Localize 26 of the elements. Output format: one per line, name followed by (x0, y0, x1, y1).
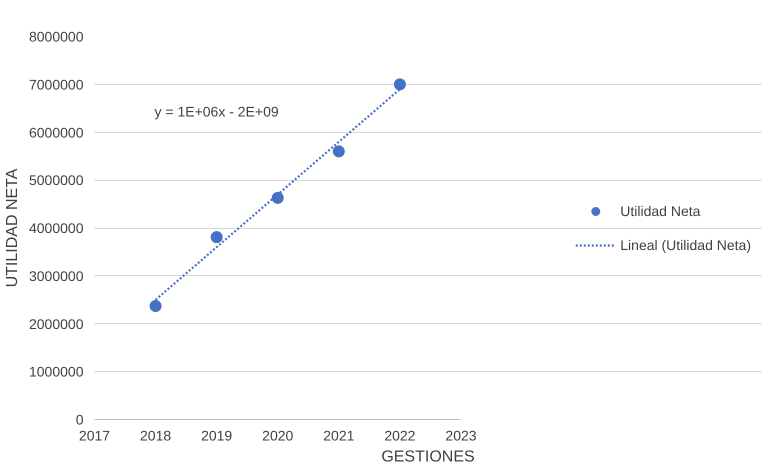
x-tick-label: 2023 (445, 428, 477, 444)
y-tick-label: 2000000 (28, 316, 84, 332)
y-tick-label: 1000000 (28, 364, 84, 380)
annotation: y = 1E+06x - 2E+09 (154, 104, 279, 120)
x-axis-title: GESTIONES (381, 448, 475, 466)
x-tick-label: 2021 (323, 428, 355, 444)
y-tick-label: 4000000 (28, 220, 84, 236)
x-tick-label: 2019 (201, 428, 232, 444)
x-tick-label: 2017 (78, 428, 110, 444)
point (150, 300, 162, 312)
point (210, 231, 223, 244)
y-tick-label: 0 (76, 412, 84, 428)
legend-label: Lineal (Utilidad Neta) (620, 236, 751, 252)
point (394, 78, 406, 90)
y-axis-title: UTILIDAD NETA (4, 168, 21, 288)
y-tick-label: 3000000 (28, 268, 84, 284)
x-tick-label: 2022 (384, 428, 416, 444)
y-tick-label: 8000000 (28, 28, 84, 44)
point (272, 192, 284, 204)
y-tick-label: 6000000 (28, 124, 84, 140)
legend-label: Utilidad Neta (620, 202, 700, 218)
x-tick-label: 2018 (140, 428, 172, 444)
y-tick-label: 7000000 (28, 76, 84, 92)
point (332, 145, 345, 158)
y-tick-label: 5000000 (28, 172, 84, 188)
x-tick-label: 2020 (262, 428, 294, 444)
